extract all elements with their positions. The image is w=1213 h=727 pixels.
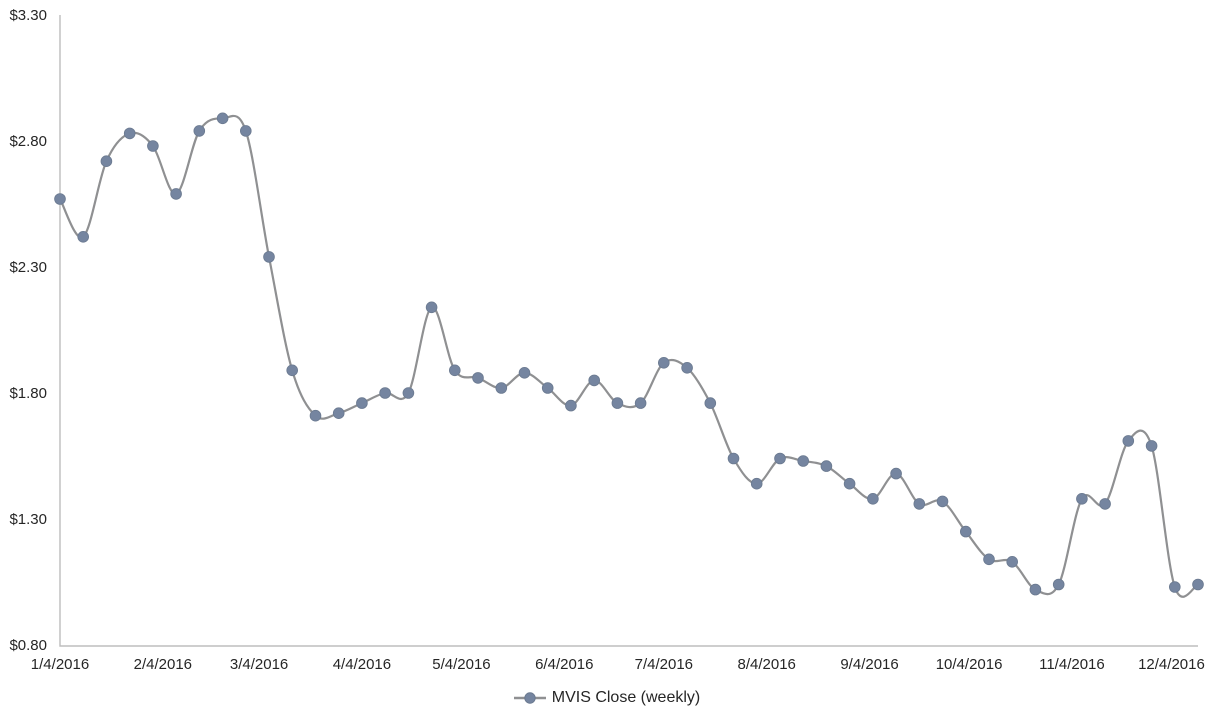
- data-point-marker: [867, 492, 879, 505]
- legend-line-marker-icon: [513, 692, 546, 704]
- data-point-marker: [170, 188, 182, 200]
- x-tick-label: 9/4/2016: [840, 656, 898, 673]
- data-point-marker: [356, 397, 368, 409]
- data-point-marker: [797, 455, 809, 467]
- x-tick-label: 1/4/2016: [31, 656, 89, 673]
- data-point-marker: [240, 125, 252, 137]
- data-point-marker: [1169, 581, 1181, 593]
- data-point-marker: [611, 397, 624, 409]
- data-point-marker: [77, 231, 89, 243]
- data-point-marker: [216, 112, 229, 125]
- data-point-marker: [1052, 578, 1065, 591]
- x-tick-label: 5/4/2016: [432, 656, 490, 673]
- legend-series-label: MVIS Close (weekly): [551, 689, 701, 706]
- data-point-marker: [54, 193, 66, 205]
- data-point-marker: [1006, 555, 1018, 568]
- data-point-marker: [1029, 583, 1042, 596]
- data-point-marker: [472, 372, 484, 384]
- data-point-marker: [890, 467, 902, 480]
- series-line-path: [58, 114, 1200, 598]
- data-point-marker: [681, 361, 693, 374]
- x-tick-label: 4/4/2016: [333, 656, 391, 673]
- data-point-marker: [1122, 435, 1135, 447]
- data-point-marker: [402, 387, 415, 399]
- y-tick-label: $3.30: [9, 7, 47, 24]
- data-point-marker: [1076, 492, 1088, 505]
- data-point-marker: [657, 356, 670, 369]
- data-point-marker: [588, 374, 600, 387]
- data-point-marker: [634, 397, 647, 409]
- data-point-marker: [147, 140, 159, 152]
- y-tick-label: $2.30: [9, 259, 47, 276]
- data-point-marker: [495, 382, 508, 394]
- data-point-marker: [1099, 498, 1111, 510]
- data-point-marker: [704, 397, 717, 409]
- data-point-marker: [983, 553, 995, 566]
- x-tick-label: 8/4/2016: [737, 656, 795, 673]
- y-tick-label: $1.80: [9, 385, 47, 402]
- x-tick-label: 2/4/2016: [134, 656, 192, 673]
- data-point-marker: [541, 382, 554, 394]
- data-point-marker: [332, 407, 345, 420]
- data-point-marker: [100, 155, 113, 168]
- data-point-marker: [774, 452, 786, 465]
- y-tick-label: $1.30: [9, 511, 47, 528]
- axis-line: [59, 15, 1198, 647]
- data-point-marker: [565, 399, 577, 412]
- data-point-marker: [936, 495, 949, 508]
- x-tick-label: 6/4/2016: [535, 656, 593, 673]
- data-point-marker: [750, 477, 763, 490]
- data-point-marker: [518, 366, 531, 379]
- data-point-marker: [1192, 578, 1204, 591]
- data-point-marker: [448, 364, 461, 377]
- data-point-marker: [286, 364, 299, 377]
- x-tick-label: 3/4/2016: [230, 656, 288, 673]
- data-point-marker: [843, 477, 856, 490]
- data-point-marker: [959, 525, 972, 538]
- data-point-marker: [1145, 440, 1158, 452]
- y-tick-label: $2.80: [9, 133, 47, 150]
- data-point-marker: [425, 301, 438, 314]
- data-point-marker: [820, 460, 833, 472]
- y-tick-label: $0.80: [9, 637, 47, 654]
- x-tick-label: 7/4/2016: [635, 656, 693, 673]
- data-point-marker: [379, 387, 391, 399]
- data-point-marker: [727, 452, 740, 465]
- data-point-marker: [913, 498, 926, 510]
- x-tick-label: 12/4/2016: [1138, 656, 1205, 673]
- data-point-marker: [193, 125, 206, 137]
- x-tick-label: 11/4/2016: [1039, 656, 1105, 673]
- x-tick-label: 10/4/2016: [936, 656, 1003, 673]
- legend: MVIS Close (weekly): [0, 689, 1213, 707]
- data-point-marker: [263, 251, 275, 263]
- data-point-marker: [123, 127, 136, 140]
- data-point-marker: [309, 409, 322, 422]
